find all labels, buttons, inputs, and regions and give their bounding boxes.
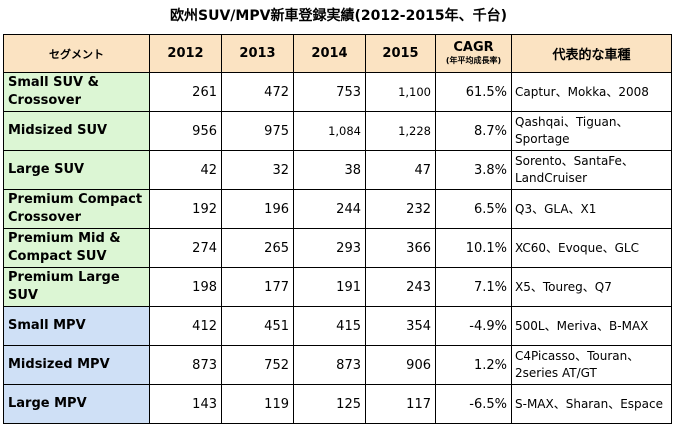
value-cell-2015: 47 [365, 150, 436, 190]
value-cell-2013: 196 [221, 189, 294, 229]
value-cell-2014: 293 [293, 228, 366, 268]
value-cell-2015: 232 [365, 189, 436, 229]
value-cell-2013: 472 [221, 72, 294, 112]
value-cell-2012: 261 [149, 72, 222, 112]
table-row: Premium Mid & Compact SUV 274 265 293 366 10.… [3, 228, 672, 268]
value-cell-2012: 956 [149, 111, 222, 151]
header-cagr: CAGR (年平均成長率) [435, 34, 512, 73]
cagr-cell: -4.9% [435, 306, 512, 346]
value-cell-2012: 873 [149, 345, 222, 385]
value-cell-2015: 906 [365, 345, 436, 385]
header-cagr-sublabel: (年平均成長率) [445, 56, 502, 65]
models-cell: Qashqai、Tiguan、Sportage [511, 111, 672, 151]
cagr-cell: 6.5% [435, 189, 512, 229]
segment-cell: Small MPV [3, 306, 150, 346]
header-2014: 2014 [293, 34, 366, 73]
table-row: Large SUV 42 32 38 47 3.8% Sorento、SantaFe、Lan… [3, 150, 672, 190]
header-segment: セグメント [3, 34, 150, 73]
segment-cell: Premium Large SUV [3, 267, 150, 307]
value-cell-2012: 274 [149, 228, 222, 268]
header-2012: 2012 [149, 34, 222, 73]
models-cell: C4Picasso、Touran、2series AT/GT [511, 345, 672, 385]
value-cell-2013: 975 [221, 111, 294, 151]
segment-cell: Large SUV [3, 150, 150, 190]
table-row: Midsized MPV 873 752 873 906 1.2% C4Picasso、To… [3, 345, 672, 385]
value-cell-2013: 265 [221, 228, 294, 268]
table-row: Midsized SUV 956 975 1,084 1,228 8.7% Qashqai、… [3, 111, 672, 151]
models-cell: 500L、Meriva、B-MAX [511, 306, 672, 346]
models-cell: X5、Toureg、Q7 [511, 267, 672, 307]
models-cell: Sorento、SantaFe、LandCruiser [511, 150, 672, 190]
value-cell-2012: 198 [149, 267, 222, 307]
value-cell-2013: 177 [221, 267, 294, 307]
cagr-cell: 10.1% [435, 228, 512, 268]
segment-cell: Small SUV & Crossover [3, 72, 150, 112]
registration-table: セグメント 2012 2013 2014 2015 CAGR (年平均成長率) … [3, 34, 672, 424]
cagr-cell: 7.1% [435, 267, 512, 307]
value-cell-2012: 42 [149, 150, 222, 190]
segment-cell: Premium Mid & Compact SUV [3, 228, 150, 268]
value-cell-2012: 192 [149, 189, 222, 229]
table-row: Large MPV 143 119 125 117 -6.5% S-MAX、Sharan、E… [3, 384, 672, 424]
value-cell-2015: 243 [365, 267, 436, 307]
cagr-cell: 1.2% [435, 345, 512, 385]
table-body: Small SUV & Crossover 261 472 753 1,100 61.5%… [3, 72, 672, 424]
cagr-cell: 3.8% [435, 150, 512, 190]
header-row: セグメント 2012 2013 2014 2015 CAGR (年平均成長率) … [3, 34, 672, 73]
value-cell-2014: 1,084 [293, 111, 366, 151]
cagr-cell: 8.7% [435, 111, 512, 151]
models-cell: S-MAX、Sharan、Espace [511, 384, 672, 424]
value-cell-2014: 415 [293, 306, 366, 346]
value-cell-2013: 32 [221, 150, 294, 190]
models-cell: XC60、Evoque、GLC [511, 228, 672, 268]
table-row: Premium Large SUV 198 177 191 243 7.1% X5、Tour… [3, 267, 672, 307]
header-2015: 2015 [365, 34, 436, 73]
segment-cell: Premium Compact Crossover [3, 189, 150, 229]
value-cell-2014: 38 [293, 150, 366, 190]
table-row: Premium Compact Crossover 192 196 244 232 6.5… [3, 189, 672, 229]
cagr-cell: 61.5% [435, 72, 512, 112]
value-cell-2015: 1,100 [365, 72, 436, 112]
value-cell-2012: 143 [149, 384, 222, 424]
cagr-cell: -6.5% [435, 384, 512, 424]
value-cell-2012: 412 [149, 306, 222, 346]
segment-cell: Midsized SUV [3, 111, 150, 151]
value-cell-2013: 451 [221, 306, 294, 346]
value-cell-2015: 1,228 [365, 111, 436, 151]
segment-cell: Large MPV [3, 384, 150, 424]
models-cell: Q3、GLA、X1 [511, 189, 672, 229]
header-cagr-label: CAGR [453, 40, 494, 55]
value-cell-2014: 191 [293, 267, 366, 307]
value-cell-2014: 753 [293, 72, 366, 112]
header-models: 代表的な車種 [511, 34, 672, 73]
models-cell: Captur、Mokka、2008 [511, 72, 672, 112]
value-cell-2015: 366 [365, 228, 436, 268]
table-row: Small SUV & Crossover 261 472 753 1,100 61.5%… [3, 72, 672, 112]
value-cell-2013: 119 [221, 384, 294, 424]
page-title: 欧州SUV/MPV新車登録実績(2012-2015年、千台) [170, 8, 507, 24]
value-cell-2014: 244 [293, 189, 366, 229]
segment-cell: Midsized MPV [3, 345, 150, 385]
value-cell-2015: 354 [365, 306, 436, 346]
value-cell-2013: 752 [221, 345, 294, 385]
header-2013: 2013 [221, 34, 294, 73]
value-cell-2014: 125 [293, 384, 366, 424]
value-cell-2014: 873 [293, 345, 366, 385]
value-cell-2015: 117 [365, 384, 436, 424]
table-row: Small MPV 412 451 415 354 -4.9% 500L、Meriva、B-… [3, 306, 672, 346]
